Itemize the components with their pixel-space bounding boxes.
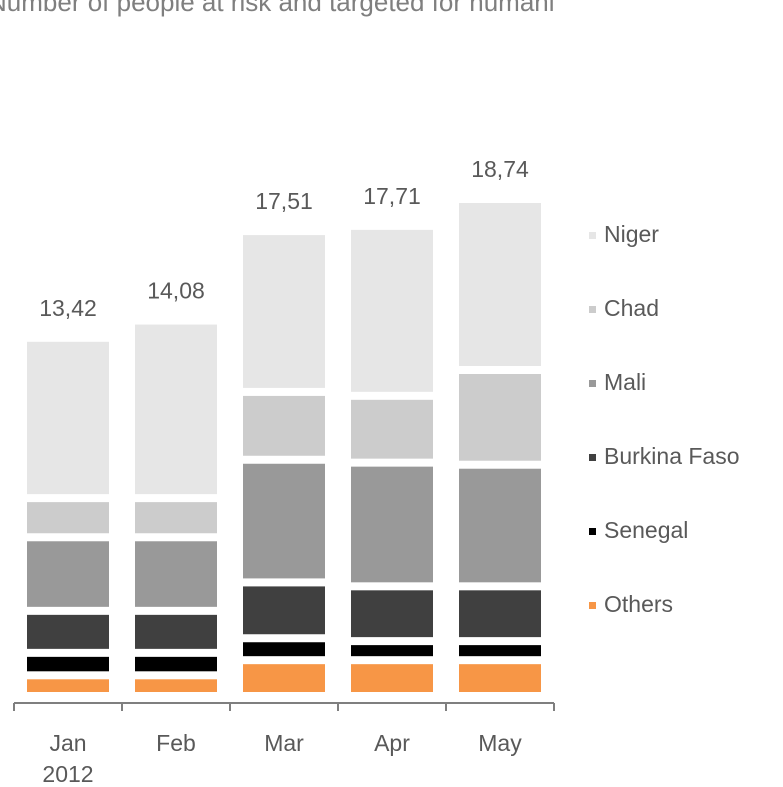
x-tick-label: Apr <box>374 730 410 756</box>
x-tick-label: May <box>478 730 522 756</box>
total-label: 13,42 <box>39 295 97 321</box>
bar-segment <box>135 324 217 495</box>
legend-swatch <box>589 306 596 313</box>
total-label: 14,08 <box>147 278 205 304</box>
bar-segment <box>459 664 541 692</box>
bar-segment <box>351 229 433 392</box>
legend-swatch <box>589 602 596 609</box>
bar-segment <box>135 614 217 649</box>
bar-segment <box>243 235 325 388</box>
total-label: 17,51 <box>255 188 313 214</box>
total-label: 17,71 <box>363 183 421 209</box>
legend-label: Burkina Faso <box>604 443 740 469</box>
bar-segment <box>243 395 325 456</box>
bar-segment <box>27 679 109 692</box>
bar-segment <box>27 656 109 672</box>
chart-title: Number of people at risk and targeted fo… <box>0 0 555 17</box>
bar-segment <box>351 645 433 657</box>
bar-segment <box>459 374 541 461</box>
bar-segment <box>243 664 325 692</box>
total-label: 18,74 <box>471 156 529 182</box>
bar-segment <box>135 656 217 672</box>
bar-segment <box>459 645 541 657</box>
x-tick-label: Mar <box>264 730 304 756</box>
legend-swatch <box>589 380 596 387</box>
bar-segment <box>243 463 325 579</box>
legend-label: Mali <box>604 369 646 395</box>
bar-segment <box>351 590 433 638</box>
legend-label: Chad <box>604 295 659 321</box>
bar-segment <box>135 679 217 692</box>
bar-segment <box>27 502 109 534</box>
legend-swatch <box>589 232 596 239</box>
bar-segment <box>459 203 541 367</box>
bar-segment <box>27 541 109 607</box>
bar-segment <box>351 399 433 459</box>
bar-segment <box>135 502 217 534</box>
legend-label: Niger <box>604 221 659 247</box>
legend-swatch <box>589 528 596 535</box>
bar-segment <box>135 541 217 607</box>
bar-segment <box>351 466 433 583</box>
x-tick-label: Feb <box>156 730 196 756</box>
bar-segment <box>351 664 433 692</box>
bar-segment <box>27 341 109 495</box>
legend-swatch <box>589 454 596 461</box>
bar-segment <box>243 586 325 635</box>
bar-segment <box>243 642 325 657</box>
x-tick-label: Jan <box>49 730 86 756</box>
legend-label: Senegal <box>604 517 688 543</box>
legend-label: Others <box>604 591 673 617</box>
bar-segment <box>27 614 109 649</box>
x-year-label: 2012 <box>42 761 93 787</box>
bar-segment <box>459 590 541 638</box>
bar-segment <box>459 468 541 583</box>
